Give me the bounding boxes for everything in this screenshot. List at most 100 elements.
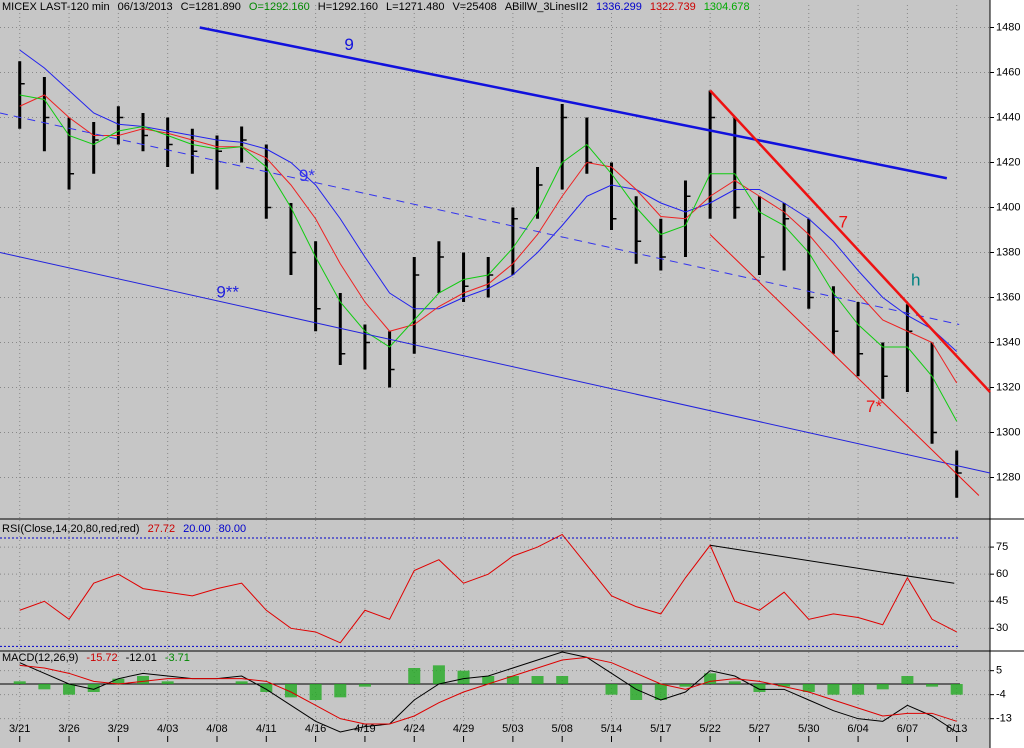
header-text: 1322.739 bbox=[649, 1, 696, 13]
x-tick-label: 5/30 bbox=[798, 723, 819, 735]
header-text: 27.72 bbox=[147, 523, 176, 535]
header-text: 1304.678 bbox=[703, 1, 750, 13]
x-tick-label: 4/19 bbox=[354, 723, 375, 735]
header-text: -12.01 bbox=[125, 652, 157, 664]
header-text: 06/13/2013 bbox=[117, 1, 173, 13]
y-tick-label: 75 bbox=[996, 541, 1008, 553]
x-tick-label: 3/26 bbox=[58, 723, 79, 735]
trend-line bbox=[0, 112, 960, 325]
trend-label: 9 bbox=[344, 35, 353, 54]
histogram-bar bbox=[235, 681, 248, 684]
series-line bbox=[19, 49, 958, 352]
x-tick-label: 6/04 bbox=[847, 723, 868, 735]
trend-label: 7* bbox=[866, 397, 882, 416]
histogram-bar bbox=[87, 684, 100, 692]
x-tick-label: 5/27 bbox=[749, 723, 770, 735]
y-tick-label: -4 bbox=[996, 689, 1006, 701]
histogram-bar bbox=[531, 676, 544, 684]
series-line bbox=[19, 651, 957, 733]
histogram-bar bbox=[778, 684, 791, 687]
histogram-bar bbox=[852, 684, 865, 695]
header-text: MICEX LAST-120 min bbox=[2, 1, 110, 13]
series-line bbox=[19, 94, 958, 422]
histogram-bar bbox=[334, 684, 347, 698]
histogram-bar bbox=[408, 668, 421, 684]
y-tick-label: 1320 bbox=[996, 381, 1020, 393]
series-line bbox=[19, 656, 957, 725]
trend-label: 9** bbox=[216, 283, 239, 302]
histogram-bar bbox=[630, 684, 643, 700]
histogram-bar bbox=[605, 684, 618, 695]
x-tick-label: 4/03 bbox=[157, 723, 178, 735]
histogram-bar bbox=[556, 676, 569, 684]
header-text: MACD(12,26,9) bbox=[2, 652, 79, 664]
histogram-bar bbox=[728, 681, 741, 684]
x-tick-label: 4/16 bbox=[305, 723, 326, 735]
trend-line bbox=[0, 252, 991, 474]
histogram-bar bbox=[704, 673, 717, 684]
x-tick-label: 5/03 bbox=[502, 723, 523, 735]
x-tick-label: 6/07 bbox=[897, 723, 918, 735]
header-text: -15.72 bbox=[86, 652, 118, 664]
y-tick-label: 1380 bbox=[996, 246, 1020, 258]
histogram-bar bbox=[38, 684, 51, 690]
annotation: h bbox=[911, 270, 920, 289]
trend-label: 9* bbox=[299, 166, 315, 185]
macd-header: MACD(12,26,9) -15.72 -12.01 -3.71 bbox=[2, 652, 190, 664]
header-text: L=1271.480 bbox=[386, 1, 445, 13]
series-line bbox=[19, 533, 957, 644]
histogram-bar bbox=[802, 684, 815, 692]
x-tick-label: 5/17 bbox=[650, 723, 671, 735]
x-tick-label: 5/22 bbox=[699, 723, 720, 735]
histogram-bar bbox=[358, 684, 371, 687]
axis-area bbox=[990, 0, 1024, 748]
trend-line bbox=[199, 26, 948, 180]
y-tick-label: 1440 bbox=[996, 111, 1020, 123]
trend-label: 7 bbox=[839, 213, 848, 232]
y-tick-label: -13 bbox=[996, 713, 1012, 725]
header-text: RSI(Close,14,20,80,red,red) bbox=[2, 523, 140, 535]
x-tick-label: 4/29 bbox=[453, 723, 474, 735]
rsi-header: RSI(Close,14,20,80,red,red) 27.72 20.00 80.… bbox=[2, 523, 246, 535]
price-header: MICEX LAST-120 min 06/13/2013 C=1281.890 O=… bbox=[2, 1, 750, 13]
y-tick-label: 1480 bbox=[996, 21, 1020, 33]
histogram-bar bbox=[926, 684, 939, 687]
x-tick-label: 4/08 bbox=[206, 723, 227, 735]
y-tick-label: 60 bbox=[996, 568, 1008, 580]
x-tick-label: 5/08 bbox=[551, 723, 572, 735]
y-tick-label: 1300 bbox=[996, 426, 1020, 438]
header-text: H=1292.160 bbox=[317, 1, 379, 13]
x-tick-label: 4/24 bbox=[404, 723, 425, 735]
y-tick-label: 1460 bbox=[996, 66, 1020, 78]
histogram-bar bbox=[654, 684, 667, 700]
x-tick-label: 3/21 bbox=[9, 723, 30, 735]
x-tick-label: 5/14 bbox=[601, 723, 622, 735]
trend-line bbox=[709, 89, 991, 393]
histogram-bar bbox=[753, 684, 766, 692]
histogram-bar bbox=[161, 681, 174, 684]
trend-line bbox=[709, 234, 980, 496]
histogram-bar bbox=[679, 684, 692, 687]
histogram-bar bbox=[112, 678, 125, 684]
histogram-bar bbox=[432, 665, 445, 684]
histogram-bar bbox=[827, 684, 840, 695]
header-text: 20.00 bbox=[183, 523, 211, 535]
header-text: 80.00 bbox=[218, 523, 247, 535]
series-line bbox=[19, 94, 958, 384]
histogram-bar bbox=[950, 684, 963, 695]
header-text: V=25408 bbox=[452, 1, 497, 13]
histogram-bar bbox=[482, 676, 495, 684]
histogram-bar bbox=[260, 684, 273, 692]
y-tick-label: 30 bbox=[996, 622, 1008, 634]
histogram-bar bbox=[506, 676, 519, 684]
histogram-bar bbox=[876, 684, 889, 690]
x-tick-label: 6/13 bbox=[946, 723, 967, 735]
histogram-bar bbox=[137, 676, 150, 684]
y-tick-label: 1280 bbox=[996, 471, 1020, 483]
histogram-bar bbox=[457, 670, 470, 684]
histogram-bar bbox=[309, 684, 322, 700]
x-tick-label: 4/11 bbox=[256, 723, 277, 735]
header-text: C=1281.890 bbox=[180, 1, 241, 13]
